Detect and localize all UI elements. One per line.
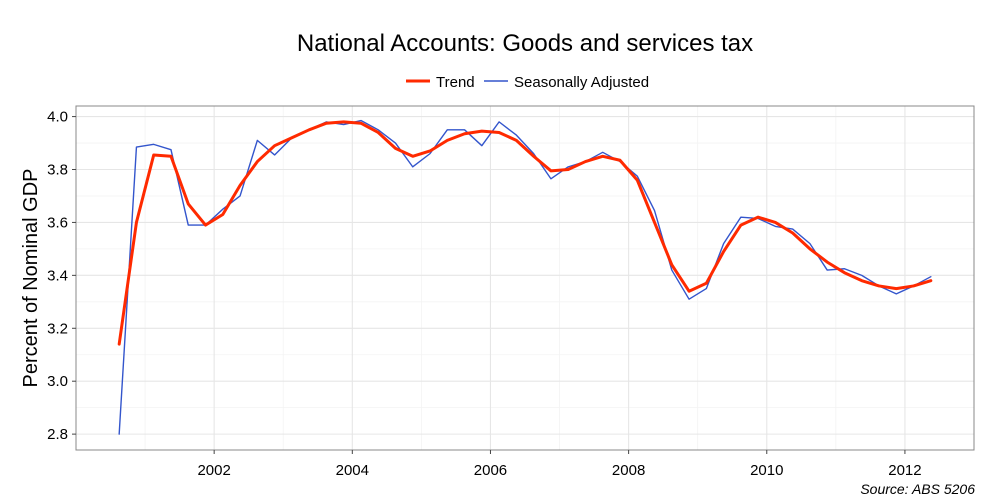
legend: Trend Seasonally Adjusted <box>406 74 649 91</box>
series-line-seasonally-adjusted <box>118 119 932 435</box>
x-tick-label: 2002 <box>197 462 230 479</box>
y-tick-label: 3.6 <box>47 214 68 231</box>
y-tick-label: 3.8 <box>47 162 68 179</box>
series-line-trend <box>117 120 933 346</box>
y-axis-title: Percent of Nominal GDP <box>20 169 42 388</box>
y-tick-label: 3.4 <box>47 267 68 284</box>
y-tick-label: 3.2 <box>47 320 68 337</box>
x-tick-label: 2004 <box>336 462 369 479</box>
plot-background <box>76 106 974 450</box>
major-gridlines <box>76 106 974 450</box>
legend-item-trend: Trend <box>406 74 475 91</box>
y-tick-label: 4.0 <box>47 109 68 126</box>
y-tick-label: 3.0 <box>47 373 68 390</box>
series-lines <box>117 119 933 435</box>
x-tick-label: 2006 <box>474 462 507 479</box>
source-note: Source: ABS 5206 <box>860 481 975 497</box>
x-tick-label: 2008 <box>612 462 645 479</box>
minor-gridlines <box>75 106 975 450</box>
y-tick-label: 2.8 <box>47 426 68 443</box>
legend-item-seasonally-adjusted: Seasonally Adjusted <box>484 74 649 91</box>
legend-label: Seasonally Adjusted <box>514 74 649 91</box>
y-axis: 2.8 3.0 3.2 3.4 3.6 3.8 4.0 <box>47 109 76 443</box>
x-tick-label: 2010 <box>750 462 783 479</box>
chart-title: National Accounts: Goods and services ta… <box>297 30 753 57</box>
legend-label: Trend <box>436 74 475 91</box>
x-tick-label: 2012 <box>888 462 921 479</box>
plot-border <box>75 105 975 451</box>
x-axis: 2002 2004 2006 2008 2010 2012 <box>197 450 922 479</box>
